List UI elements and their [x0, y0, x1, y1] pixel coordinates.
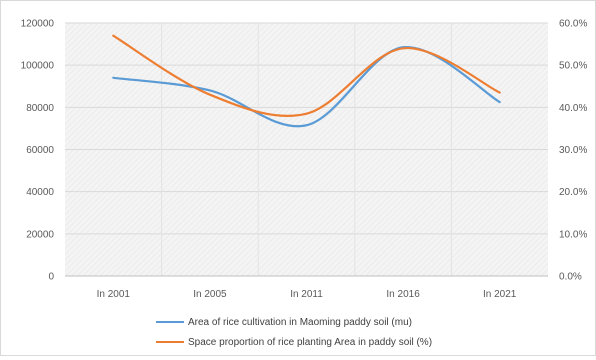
left-tick-label: 0	[48, 272, 54, 283]
right-tick-label: 20.0%	[559, 187, 587, 198]
legend: Area of rice cultivation in Maoming padd…	[156, 317, 432, 348]
right-axis-ticks: 0.0% 10.0% 20.0% 30.0% 40.0% 50.0% 60.0%	[559, 19, 587, 283]
right-tick-label: 40.0%	[559, 103, 587, 114]
right-tick-label: 50.0%	[559, 61, 587, 72]
left-tick-label: 60000	[26, 145, 54, 156]
legend-label-proportion: Space proportion of rice planting Area i…	[188, 337, 432, 348]
left-tick-label: 40000	[26, 187, 54, 198]
left-tick-label: 100000	[21, 61, 55, 72]
left-tick-label: 20000	[26, 229, 54, 240]
series-lines	[112, 34, 501, 128]
right-tick-label: 10.0%	[559, 229, 587, 240]
x-tick-label: In 2021	[483, 289, 517, 300]
x-tick-label: In 2005	[193, 289, 227, 300]
x-axis-ticks: In 2001 In 2005 In 2011 In 2016 In 2021	[97, 289, 517, 300]
x-tick-label: In 2016	[386, 289, 420, 300]
right-tick-label: 60.0%	[559, 19, 587, 30]
left-tick-label: 120000	[21, 19, 55, 30]
legend-label-area: Area of rice cultivation in Maoming padd…	[188, 317, 412, 328]
left-axis-ticks: 0 20000 40000 60000 80000 100000 120000	[21, 19, 55, 283]
right-tick-label: 30.0%	[559, 145, 587, 156]
left-tick-label: 80000	[26, 103, 54, 114]
right-tick-label: 0.0%	[559, 272, 582, 283]
grid-lines	[65, 22, 548, 276]
x-tick-label: In 2011	[290, 289, 323, 300]
x-tick-label: In 2001	[97, 289, 131, 300]
series-line-proportion	[112, 34, 501, 117]
